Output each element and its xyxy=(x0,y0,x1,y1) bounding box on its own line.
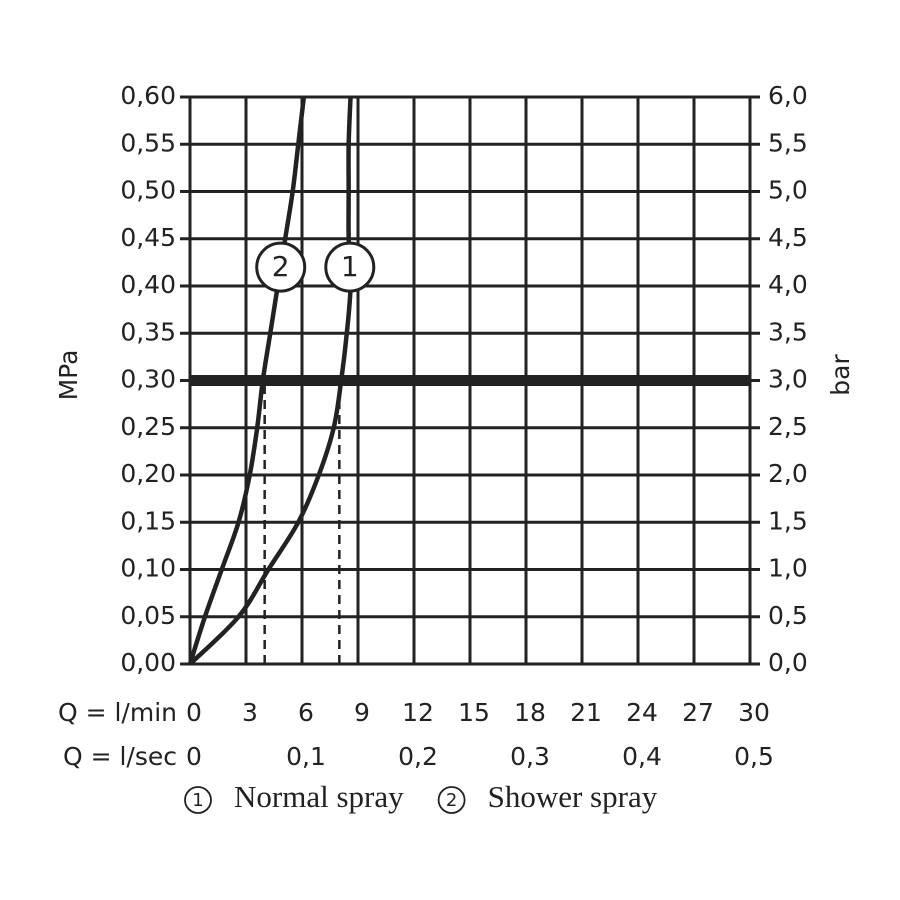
y-tick-label: 0,00 xyxy=(120,648,176,677)
x-tick-label: 24 xyxy=(626,698,658,727)
y-tick-label: 0,40 xyxy=(120,270,176,299)
y2-tick-label: 5,5 xyxy=(768,128,808,157)
y-tick-label: 0,30 xyxy=(120,365,176,394)
y-tick-label: 0,10 xyxy=(120,554,176,583)
x2-tick-label: 0 xyxy=(186,742,202,771)
y-tick-label: 0,45 xyxy=(120,223,176,252)
series-marker xyxy=(255,241,307,293)
y2-tick-label: 5,0 xyxy=(768,176,808,205)
y-tick-label: 0,50 xyxy=(120,176,176,205)
x2-tick-label: 0,1 xyxy=(286,742,326,771)
y2-tick-label: 2,5 xyxy=(768,412,808,441)
y-axis-title: MPa xyxy=(54,350,83,401)
y2-tick-label: 3,5 xyxy=(768,317,808,346)
line-series xyxy=(187,96,307,665)
series-marker-label: 1 xyxy=(341,250,359,283)
y2-tick-label: 3,0 xyxy=(768,365,808,394)
x2-tick-label: 0,2 xyxy=(398,742,438,771)
y2-tick-label: 1,0 xyxy=(768,554,808,583)
legend-symbol-label: 2 xyxy=(446,790,457,811)
x-tick-label: 9 xyxy=(354,698,370,727)
y2-tick-label: 1,5 xyxy=(768,506,808,535)
x-tick-label: 18 xyxy=(514,698,546,727)
legend-symbol xyxy=(184,786,212,814)
y-tick-label: 0,25 xyxy=(120,412,176,441)
y-tick-label: 0,15 xyxy=(120,506,176,535)
series-marker xyxy=(324,241,376,293)
y2-axis-title: bar xyxy=(826,354,855,396)
x-tick-label: 21 xyxy=(570,698,602,727)
y2-tick-label: 2,0 xyxy=(768,459,808,488)
x-tick-label: 12 xyxy=(402,698,434,727)
y2-tick-label: 0,5 xyxy=(768,601,808,630)
legend-symbol-label: 1 xyxy=(192,790,203,811)
y-tick-label: 0,35 xyxy=(120,317,176,346)
x-tick-label: 27 xyxy=(682,698,714,727)
x2-axis-title: Q = l/sec xyxy=(63,742,177,771)
y2-tick-label: 4,5 xyxy=(768,223,808,252)
series-marker-label: 2 xyxy=(272,250,290,283)
y-tick-label: 0,05 xyxy=(120,601,176,630)
legend-label: Shower spray xyxy=(488,779,658,814)
x-tick-label: 30 xyxy=(738,698,770,727)
y-tick-label: 0,60 xyxy=(120,81,176,110)
line-series xyxy=(188,96,353,666)
x-tick-label: 3 xyxy=(242,698,258,727)
y-tick-label: 0,20 xyxy=(120,459,176,488)
y2-tick-label: 0,0 xyxy=(768,648,808,677)
legend-symbol xyxy=(437,786,466,814)
x2-tick-label: 0,5 xyxy=(734,742,774,771)
x-axis-title: Q = l/min xyxy=(58,698,177,727)
x-tick-label: 15 xyxy=(458,698,490,727)
x2-tick-label: 0,4 xyxy=(622,742,662,771)
legend-label: Normal spray xyxy=(234,779,404,814)
x2-tick-label: 0,3 xyxy=(510,742,550,771)
x-tick-label: 6 xyxy=(298,698,314,727)
x-tick-label: 0 xyxy=(186,698,202,727)
y2-tick-label: 4,0 xyxy=(768,270,808,299)
y-tick-label: 0,55 xyxy=(120,128,176,157)
y2-tick-label: 6,0 xyxy=(768,81,808,110)
